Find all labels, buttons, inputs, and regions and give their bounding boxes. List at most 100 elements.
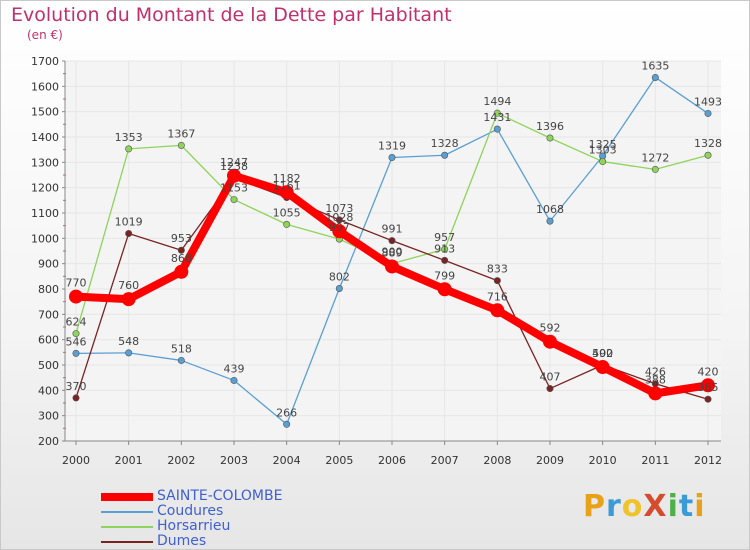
y-tick-label: 400: [38, 384, 59, 397]
data-point-horsarrieu: [177, 141, 185, 149]
data-label-sainte-colombe: 889: [382, 246, 403, 259]
data-point-coudures: [704, 109, 712, 117]
data-label-horsarrieu: 957: [434, 231, 455, 244]
data-label-dumes: 426: [645, 366, 666, 379]
data-label-sainte-colombe: 592: [540, 322, 561, 335]
data-label-sainte-colombe: 868: [171, 252, 192, 265]
data-point-sainte-colombe: [595, 360, 610, 375]
legend-swatch: [101, 493, 153, 501]
data-label-coudures: 518: [171, 342, 192, 355]
data-point-sainte-colombe: [701, 378, 715, 393]
data-label-dumes: 1238: [220, 160, 248, 173]
y-tick-label: 1100: [31, 207, 59, 220]
data-label-coudures: 1328: [431, 137, 459, 150]
data-label-sainte-colombe: 1182: [273, 172, 301, 185]
data-point-dumes: [704, 395, 712, 403]
y-tick-label: 500: [38, 359, 59, 372]
logo-letter: i: [667, 489, 679, 524]
y-tick-label: 1300: [31, 156, 59, 169]
x-tick-label: 2010: [589, 454, 617, 467]
data-label-sainte-colombe: 760: [118, 279, 139, 292]
data-label-dumes: 991: [382, 223, 403, 236]
legend-swatch: [101, 511, 153, 513]
data-label-coudures: 1068: [536, 203, 564, 216]
data-label-sainte-colombe: 716: [487, 290, 508, 303]
data-label-horsarrieu: 1353: [115, 131, 143, 144]
x-tick-label: 2008: [483, 454, 511, 467]
y-tick-label: 1200: [31, 182, 59, 195]
data-point-horsarrieu: [546, 134, 554, 142]
data-label-sainte-colombe: 1028: [325, 211, 353, 224]
x-tick-label: 2007: [431, 454, 459, 467]
data-label-sainte-colombe: 770: [66, 277, 87, 290]
data-point-dumes: [546, 385, 554, 393]
data-point-horsarrieu: [493, 109, 501, 117]
x-tick-label: 2002: [167, 454, 195, 467]
data-label-sainte-colombe: 492: [592, 347, 613, 360]
data-label-horsarrieu: 1153: [220, 182, 248, 195]
data-label-horsarrieu: 1328: [694, 137, 722, 150]
logo-letter: i: [694, 489, 706, 524]
x-tick-label: 2004: [273, 454, 301, 467]
legend-label: SAINTE-COLOMBE: [157, 488, 283, 504]
data-point-horsarrieu: [125, 145, 133, 153]
x-tick-label: 2000: [62, 454, 90, 467]
legend-swatch: [101, 541, 153, 543]
data-label-horsarrieu: 1055: [273, 206, 301, 219]
y-tick-label: 1400: [31, 131, 59, 144]
legend-swatch: [101, 526, 153, 528]
y-tick-label: 900: [38, 258, 59, 271]
data-point-horsarrieu: [72, 330, 80, 338]
data-point-coudures: [651, 73, 659, 81]
data-label-coudures: 546: [66, 335, 87, 348]
x-tick-label: 2011: [641, 454, 669, 467]
data-point-dumes: [72, 394, 80, 402]
logo-letter: o: [621, 489, 644, 524]
data-label-dumes: 1019: [115, 216, 143, 229]
chart-title: Evolution du Montant de la Dette par Hab…: [11, 4, 452, 26]
data-label-coudures: 1493: [694, 95, 722, 108]
data-label-horsarrieu: 1367: [167, 127, 195, 140]
data-point-horsarrieu: [230, 196, 238, 204]
data-label-coudures: 1431: [483, 111, 511, 124]
data-label-dumes: 833: [487, 263, 508, 276]
data-label-coudures: 802: [329, 270, 350, 283]
data-point-horsarrieu: [283, 220, 291, 228]
data-label-horsarrieu: 1396: [536, 120, 564, 133]
data-point-dumes: [177, 246, 185, 254]
data-point-coudures: [72, 349, 80, 357]
data-label-horsarrieu: 1303: [589, 144, 617, 157]
data-point-sainte-colombe: [69, 289, 83, 304]
data-point-coudures: [283, 420, 291, 428]
x-tick-label: 2005: [325, 454, 353, 467]
data-point-sainte-colombe: [332, 224, 347, 239]
data-label-horsarrieu: 1494: [483, 95, 511, 108]
data-point-sainte-colombe: [648, 386, 663, 401]
data-point-coudures: [335, 284, 343, 292]
x-tick-label: 2009: [536, 454, 564, 467]
x-tick-label: 2006: [378, 454, 406, 467]
data-label-coudures: 1635: [641, 59, 669, 72]
data-point-dumes: [441, 256, 449, 264]
data-point-horsarrieu: [599, 158, 607, 166]
data-label-sainte-colombe: 1247: [220, 156, 248, 169]
data-point-coudures: [546, 217, 554, 225]
y-tick-label: 1500: [31, 106, 59, 119]
data-label-dumes: 407: [540, 371, 561, 384]
data-label-coudures: 548: [118, 335, 139, 348]
data-point-sainte-colombe: [385, 259, 399, 274]
logo-letter: X: [643, 489, 668, 524]
data-point-coudures: [493, 125, 501, 133]
data-label-dumes: 1161: [273, 180, 301, 193]
y-tick-label: 300: [38, 410, 59, 423]
legend-label: Horsarrieu: [157, 518, 231, 534]
legend-label: Dumes: [157, 533, 207, 549]
data-point-sainte-colombe: [121, 292, 136, 307]
data-point-coudures: [230, 376, 238, 384]
y-tick-label: 600: [38, 334, 59, 347]
data-point-dumes: [388, 237, 396, 245]
data-point-sainte-colombe: [174, 264, 189, 279]
data-label-dumes: 1073: [325, 202, 353, 215]
y-tick-label: 700: [38, 308, 59, 321]
